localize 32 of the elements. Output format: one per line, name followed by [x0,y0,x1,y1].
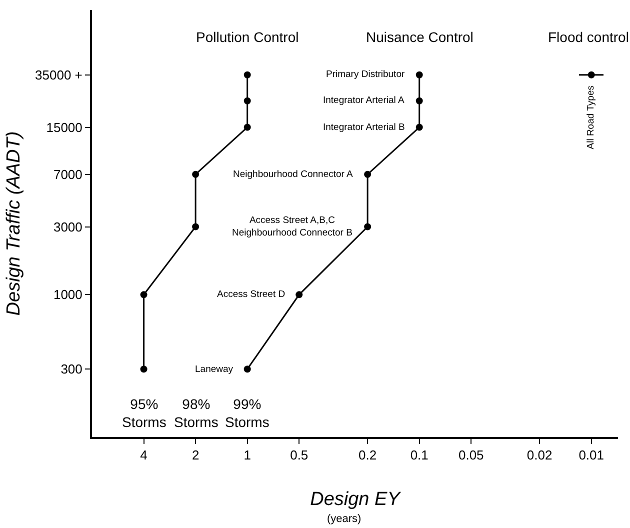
y-tick-label: 3000 [53,219,82,234]
text: (years) [327,513,362,525]
y-tick-label: 15000 [46,120,82,135]
y-tick-label: 7000 [53,166,82,182]
annotation: Access Street A,B,C Neighbourhood Connector B [232,215,352,238]
annotation: All Road Types [585,85,596,150]
annotation: Primary Distributor [326,69,405,80]
annotation: Neighbourhood Connector A [233,169,354,180]
x-tick-label: 2 [192,448,200,463]
text: Nuisance Control [366,29,474,45]
x-tick-label: 4 [140,448,148,463]
annotation: Laneway [195,364,234,375]
y-tick-label: 35000 + [35,67,82,82]
annotation: Access Street D [217,289,286,300]
x-tick-label: 0.05 [458,448,484,463]
y-tick-label: 1000 [53,287,82,302]
annotation: 98% Storms [174,396,218,430]
annotation: Integrator Arterial B [323,122,405,133]
y-tick-label: 300 [60,362,82,377]
annotation: Integrator Arterial A [323,95,405,106]
annotation: 99% Storms [225,396,270,430]
x-tick-label: 1 [244,448,251,463]
x-tick-label: 0.5 [290,448,308,463]
text: Flood control [548,29,629,45]
x-tick-label: 0.01 [578,448,604,463]
annotation: 95% Storms [122,396,166,430]
x-tick-label: 0.2 [358,448,377,463]
x-axis-title: Design EY [310,488,402,510]
x-tick-label: 0.02 [526,448,552,463]
text: Pollution Control [196,29,299,45]
x-tick-label: 0.1 [410,448,428,463]
y-axis-title: Design Traffic (AADT) [3,131,24,316]
